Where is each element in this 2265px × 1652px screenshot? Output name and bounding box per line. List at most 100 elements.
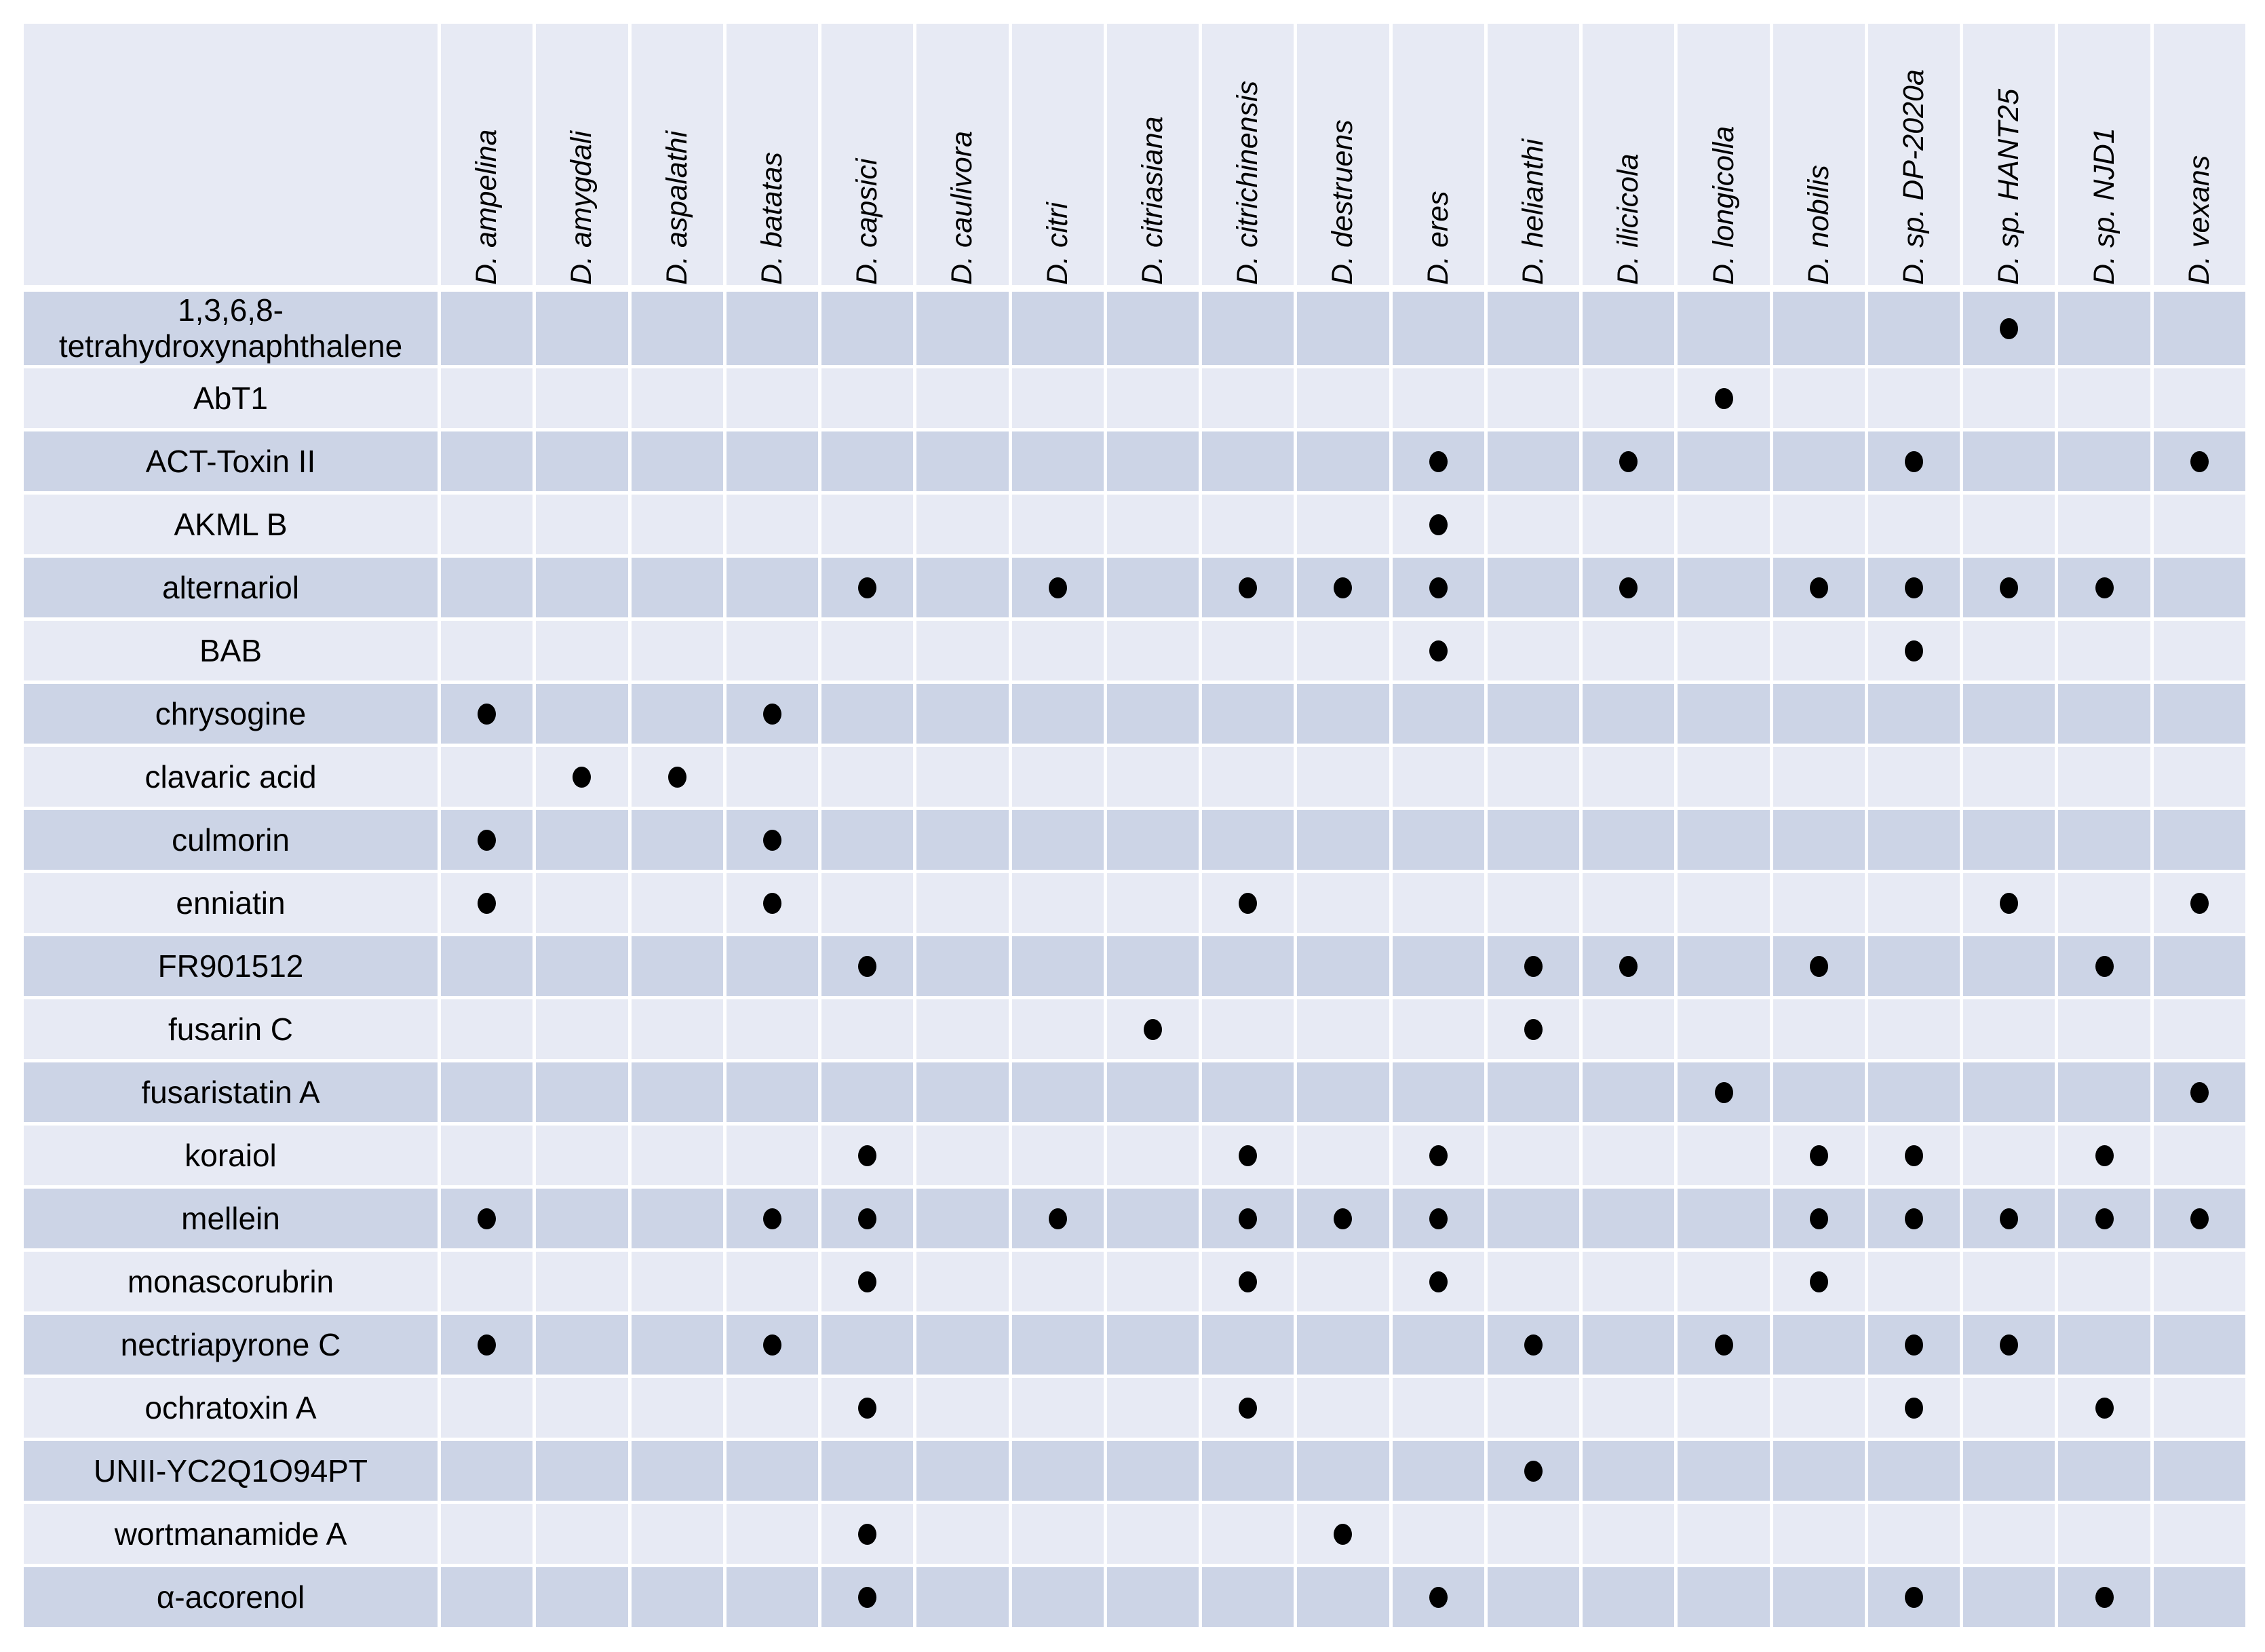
presence-dot bbox=[2190, 1081, 2209, 1103]
matrix-cell bbox=[1867, 747, 1960, 807]
matrix-cell bbox=[1202, 368, 1294, 428]
matrix-cell bbox=[1487, 431, 1580, 491]
matrix-cell bbox=[726, 1441, 819, 1501]
matrix-cell bbox=[726, 558, 819, 617]
matrix-cell bbox=[441, 1315, 533, 1375]
matrix-cell bbox=[1583, 936, 1675, 996]
column-header-label: D. vexans bbox=[2182, 155, 2215, 285]
matrix-cell bbox=[1106, 621, 1199, 680]
matrix-cell bbox=[441, 999, 533, 1059]
matrix-cell bbox=[1963, 1504, 2055, 1564]
matrix-cell bbox=[726, 747, 819, 807]
matrix-cell bbox=[821, 1567, 914, 1627]
matrix-cell bbox=[1867, 1062, 1960, 1122]
matrix-cell bbox=[1487, 1252, 1580, 1311]
matrix-cell bbox=[536, 936, 628, 996]
matrix-cell bbox=[1487, 1441, 1580, 1501]
matrix-cell bbox=[1011, 810, 1104, 870]
matrix-cell bbox=[2153, 495, 2245, 554]
matrix-cell bbox=[1867, 1189, 1960, 1248]
column-header-label: D. destruens bbox=[1326, 119, 1359, 285]
matrix-cell bbox=[2058, 292, 2150, 365]
presence-dot bbox=[1809, 1208, 1828, 1229]
matrix-cell bbox=[536, 999, 628, 1059]
matrix-cell bbox=[1583, 495, 1675, 554]
matrix-cell bbox=[726, 1126, 819, 1185]
matrix-cell bbox=[441, 368, 533, 428]
matrix-cell bbox=[441, 292, 533, 365]
matrix-cell bbox=[1106, 999, 1199, 1059]
column-header-cell: D. citrichinensis bbox=[1202, 24, 1294, 285]
presence-dot bbox=[1809, 1145, 1828, 1166]
matrix-cell bbox=[1773, 368, 1865, 428]
column-header-cell: D. sp. HANT25 bbox=[1963, 24, 2055, 285]
matrix-cell bbox=[1202, 999, 1294, 1059]
matrix-cell bbox=[1392, 684, 1484, 744]
row-label: chrysogine bbox=[24, 684, 438, 744]
matrix-cell bbox=[1011, 684, 1104, 744]
metabolite-species-matrix: D. ampelina D. amygdali D. aspalathi D. bat… bbox=[24, 24, 2245, 1630]
matrix-cell bbox=[1297, 936, 1389, 996]
corner-cell bbox=[24, 24, 438, 285]
matrix-cell bbox=[2058, 1567, 2150, 1627]
matrix-cell bbox=[2153, 1441, 2245, 1501]
matrix-cell bbox=[1867, 999, 1960, 1059]
matrix-cell bbox=[1773, 936, 1865, 996]
presence-dot bbox=[1619, 450, 1638, 472]
presence-dot bbox=[762, 703, 781, 725]
column-header-label: D. batatas bbox=[755, 152, 788, 285]
matrix-cell bbox=[1392, 1567, 1484, 1627]
matrix-cell bbox=[1392, 999, 1484, 1059]
matrix-cell bbox=[916, 873, 1009, 933]
matrix-cell bbox=[726, 1062, 819, 1122]
row-label: 1,3,6,8-tetrahydroxynaphthalene bbox=[24, 292, 438, 365]
matrix-cell bbox=[1773, 999, 1865, 1059]
matrix-cell bbox=[441, 684, 533, 744]
matrix-cell bbox=[1202, 936, 1294, 996]
matrix-cell bbox=[1678, 1504, 1770, 1564]
column-header-cell: D. longicolla bbox=[1678, 24, 1770, 285]
matrix-cell bbox=[1106, 1189, 1199, 1248]
matrix-cell bbox=[1678, 999, 1770, 1059]
matrix-cell bbox=[1202, 684, 1294, 744]
matrix-cell bbox=[726, 1252, 819, 1311]
matrix-cell bbox=[536, 495, 628, 554]
matrix-cell bbox=[1106, 936, 1199, 996]
matrix-cell bbox=[536, 747, 628, 807]
matrix-cell bbox=[631, 621, 723, 680]
matrix-cell bbox=[1583, 1252, 1675, 1311]
presence-dot bbox=[1905, 1334, 1924, 1356]
matrix-cell bbox=[1202, 1315, 1294, 1375]
presence-dot bbox=[1905, 1397, 1924, 1419]
matrix-cell bbox=[1202, 431, 1294, 491]
presence-dot bbox=[2000, 577, 2019, 598]
matrix-cell bbox=[1011, 1567, 1104, 1627]
matrix-cell bbox=[1106, 747, 1199, 807]
matrix-cell bbox=[441, 621, 533, 680]
matrix-cell bbox=[631, 999, 723, 1059]
matrix-cell bbox=[1487, 1062, 1580, 1122]
matrix-cell bbox=[1583, 1062, 1675, 1122]
presence-dot bbox=[2095, 1145, 2114, 1166]
presence-dot bbox=[1619, 577, 1638, 598]
matrix-cell bbox=[1963, 495, 2055, 554]
matrix-cell bbox=[1202, 1126, 1294, 1185]
matrix-cell bbox=[1963, 873, 2055, 933]
matrix-cell bbox=[1678, 1062, 1770, 1122]
table-row: culmorin bbox=[24, 810, 2245, 870]
matrix-cell bbox=[536, 558, 628, 617]
matrix-cell bbox=[1011, 1378, 1104, 1438]
matrix-cell bbox=[1963, 1189, 2055, 1248]
matrix-cell bbox=[1202, 810, 1294, 870]
matrix-cell bbox=[536, 1062, 628, 1122]
column-header-cell: D. helianthi bbox=[1487, 24, 1580, 285]
matrix-cell bbox=[1011, 1441, 1104, 1501]
row-label: enniatin bbox=[24, 873, 438, 933]
presence-dot bbox=[2000, 1334, 2019, 1356]
matrix-cell bbox=[1773, 1441, 1865, 1501]
matrix-cell bbox=[1867, 1252, 1960, 1311]
column-header-cell: D. eres bbox=[1392, 24, 1484, 285]
matrix-cell bbox=[2058, 1504, 2150, 1564]
row-label: monascorubrin bbox=[24, 1252, 438, 1311]
table-row: alternariol bbox=[24, 558, 2245, 617]
